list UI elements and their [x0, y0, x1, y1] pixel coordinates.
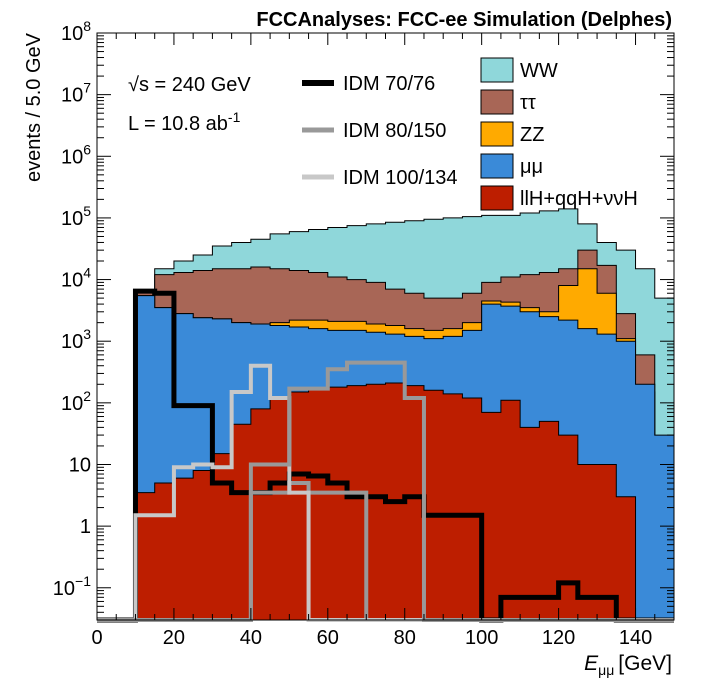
y-tick-base: 10	[53, 578, 75, 600]
axis-ticks: 0 20 40 60 80 100 120 14010−1110102103104105106…	[53, 18, 675, 649]
y-tick-base: 10	[61, 393, 83, 415]
legend-signals: IDM 70/76 IDM 80/150 IDM 100/134	[302, 73, 458, 189]
legend-label-idm-80-150: IDM 80/150	[343, 120, 446, 142]
y-tick-label: 104	[61, 265, 91, 292]
x-tick-label: 60	[317, 627, 339, 649]
y-tick-label: 107	[61, 80, 91, 107]
x-tick-label: 100	[465, 627, 498, 649]
y-tick-base: 10	[61, 85, 83, 107]
legend-label-llh-qqh-h: llH+qqH+ννH	[520, 188, 638, 210]
x-tick-label: 80	[394, 627, 416, 649]
y-tick-label: 10−1	[53, 573, 91, 600]
sqrt-s-annotation: √s = 240 GeV	[128, 74, 251, 96]
x-axis-label-sub: μμ	[598, 662, 614, 678]
legend-label-idm-70-76: IDM 70/76	[343, 73, 435, 95]
legend-label-series: μμ	[520, 156, 543, 178]
luminosity-annotation: L = 10.8 ab-1	[128, 109, 241, 135]
y-axis-label: events / 5.0 GeV	[23, 32, 45, 182]
y-tick-base: 10	[61, 146, 83, 168]
legend-swatch-series	[480, 89, 514, 115]
y-tick-base: 10	[61, 331, 83, 353]
x-axis-label-var: E	[584, 652, 599, 675]
legend-label-series: ττ	[520, 92, 536, 114]
y-tick-label: 1	[80, 516, 91, 538]
y-tick-label: 103	[61, 326, 91, 353]
y-tick-label: 102	[61, 388, 91, 415]
legend-label-zz: ZZ	[520, 124, 544, 146]
legend-label-idm-100-134: IDM 100/134	[343, 167, 458, 189]
luminosity-value: L = 10.8 ab	[128, 113, 228, 135]
x-tick-label: 20	[163, 627, 185, 649]
y-tick-exponent: 6	[83, 141, 91, 157]
y-tick-exponent: 3	[83, 326, 91, 342]
y-tick-exponent: 7	[83, 80, 91, 96]
x-tick-label: 140	[619, 627, 652, 649]
y-tick-exponent: 2	[83, 388, 91, 404]
y-tick-base: 10	[61, 208, 83, 230]
y-tick-label: 10	[69, 454, 91, 476]
legend-swatch-series	[480, 153, 514, 179]
x-tick-label: 0	[91, 627, 102, 649]
y-tick-exponent: −1	[75, 573, 91, 589]
y-tick-base: 10	[61, 270, 83, 292]
plot-area	[97, 208, 675, 623]
legend-backgrounds: WW ττ ZZ μμ llH+qqH+ννH	[480, 57, 638, 211]
y-tick-exponent: 5	[83, 203, 91, 219]
y-tick-exponent: 4	[83, 265, 91, 281]
x-axis-label-unit: [GeV]	[618, 652, 672, 675]
y-tick-exponent: 8	[83, 18, 91, 34]
y-tick-base: 10	[69, 454, 91, 476]
x-axis-label: Eμμ [GeV]	[584, 652, 672, 678]
luminosity-exponent: -1	[228, 109, 241, 125]
x-tick-label: 40	[240, 627, 262, 649]
legend-swatch-llh-qqh-h	[480, 185, 514, 211]
legend-swatch-zz	[480, 121, 514, 147]
chart-title: FCCAnalyses: FCC-ee Simulation (Delphes)	[256, 9, 672, 31]
y-tick-base: 10	[61, 23, 83, 45]
y-tick-label: 105	[61, 203, 91, 230]
y-tick-label: 108	[61, 18, 91, 45]
y-tick-base: 1	[80, 516, 91, 538]
y-tick-label: 106	[61, 141, 91, 168]
x-tick-label: 120	[542, 627, 575, 649]
legend-swatch-ww	[480, 57, 514, 83]
legend-label-ww: WW	[520, 60, 558, 82]
